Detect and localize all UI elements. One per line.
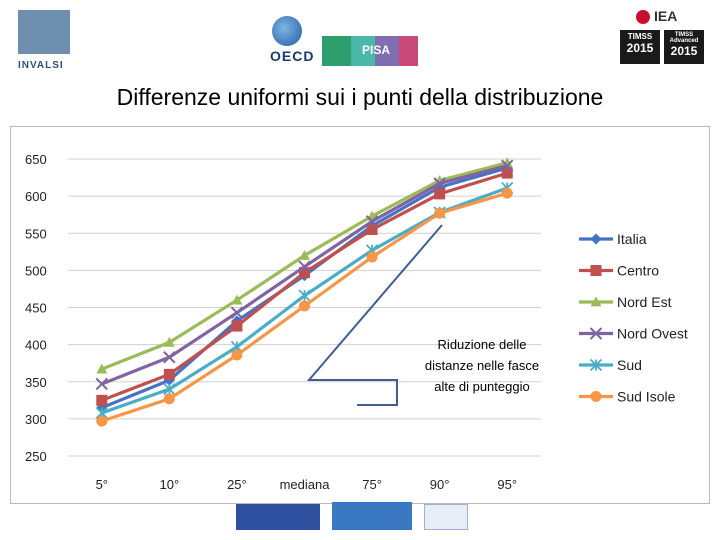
x-tick-label: 25°	[227, 477, 247, 492]
data-point-nord-est	[299, 250, 310, 260]
x-tick-label: mediana	[280, 477, 331, 492]
annotation-text: Riduzione delle	[438, 337, 527, 352]
oecd-pisa-logo: OECD PISA	[270, 16, 420, 66]
timss-advanced-logo-year: 2015	[670, 44, 698, 58]
y-tick-label: 250	[25, 449, 47, 464]
footer-logos	[236, 496, 468, 534]
pisa-logo: PISA	[322, 36, 418, 66]
timss-advanced-logo: TIMSS Advanced 2015	[664, 30, 704, 64]
legend-marker-italia	[590, 233, 602, 245]
iea-logo-mark	[636, 10, 650, 24]
y-tick-label: 600	[25, 189, 47, 204]
chart-frame: 250 300 350 400 450 500 550 600 650 5° 10° 25° media…	[10, 126, 710, 504]
y-tick-label: 450	[25, 301, 47, 316]
legend-marker-nord-est	[590, 296, 602, 307]
pon-valsis-logo	[424, 504, 468, 530]
timss-logo: TIMSS 2015	[620, 30, 660, 64]
data-point-sud	[298, 289, 311, 302]
data-point-centro	[163, 368, 175, 380]
y-tick-label: 650	[25, 152, 47, 167]
timss-logo-top: TIMSS	[627, 32, 653, 41]
data-point-centro	[299, 267, 310, 279]
oecd-globe-icon	[272, 16, 302, 46]
x-tick-label: 5°	[96, 477, 108, 492]
iea-logo: IEA	[636, 8, 696, 26]
timss-logo-year: 2015	[626, 41, 654, 55]
line-chart: 250 300 350 400 450 500 550 600 650 5° 10° 25° media…	[25, 152, 688, 492]
legend-label-sud-isole: Sud Isole	[617, 389, 676, 405]
invalsi-logo: INVALSI	[18, 10, 70, 71]
data-point-sud	[163, 383, 176, 396]
annotation-callout	[306, 224, 443, 406]
iea-logo-text: IEA	[654, 8, 678, 24]
data-point-sud-isole	[163, 393, 175, 405]
invalsi-logo-mark	[18, 10, 70, 54]
legend-label-nord-ovest: Nord Ovest	[617, 326, 688, 342]
data-point-nord-est	[96, 363, 108, 374]
data-point-nord-ovest	[433, 177, 446, 190]
data-point-nord-ovest	[230, 306, 244, 319]
legend-label-nord-est: Nord Est	[617, 294, 672, 310]
annotation-text: distanze nelle fasce	[425, 358, 539, 373]
data-point-nord-ovest	[298, 260, 311, 273]
y-tick-label: 500	[25, 263, 47, 278]
data-point-centro	[434, 188, 446, 200]
legend-label-sud: Sud	[617, 357, 642, 373]
oecd-logo-text: OECD	[270, 48, 315, 64]
data-point-sud-isole	[96, 415, 108, 427]
legend-label-italia: Italia	[617, 231, 647, 247]
data-point-nord-est	[163, 336, 175, 347]
legend-marker-centro	[590, 265, 602, 276]
data-point-nord-ovest	[365, 215, 379, 228]
y-tick-label: 400	[25, 338, 47, 353]
data-point-nord-est	[501, 157, 513, 168]
y-tick-label: 550	[25, 226, 47, 241]
legend-marker-sud-isole	[590, 391, 602, 402]
data-point-sud-isole	[434, 207, 446, 219]
data-point-nord-ovest	[501, 159, 514, 172]
x-tick-label: 75°	[362, 477, 382, 492]
slide-title: Differenze uniformi sui i punti della di…	[116, 84, 604, 110]
data-point-nord-est	[231, 294, 243, 305]
timss-advanced-logo-top: TIMSS Advanced	[669, 32, 699, 44]
pisa-logo-text: PISA	[362, 43, 391, 57]
data-point-sud-isole	[231, 349, 243, 361]
data-point-sud-isole	[299, 300, 310, 312]
pon-logo	[332, 502, 412, 530]
data-point-centro	[366, 224, 378, 236]
eu-funds-logo	[236, 504, 320, 530]
annotation-text: alte di punteggio	[434, 379, 529, 394]
data-point-centro	[231, 320, 243, 332]
data-point-sud-isole	[501, 187, 513, 199]
x-tick-label: 95°	[497, 477, 517, 492]
y-tick-label: 350	[25, 375, 47, 390]
timss-logos: TIMSS 2015 TIMSS Advanced 2015	[620, 30, 704, 64]
data-point-sud-isole	[366, 251, 378, 263]
x-tick-label: 90°	[430, 477, 450, 492]
legend-marker-sud	[589, 358, 603, 372]
legend-marker-nord-ovest	[589, 327, 603, 340]
x-tick-label: 10°	[160, 477, 180, 492]
data-point-centro	[96, 394, 108, 406]
data-point-nord-ovest	[95, 377, 108, 391]
y-tick-label: 300	[25, 412, 47, 427]
data-point-centro	[501, 167, 513, 179]
legend-label-centro: Centro	[617, 263, 659, 279]
invalsi-logo-text: INVALSI	[18, 60, 64, 71]
data-point-nord-ovest	[163, 351, 176, 364]
